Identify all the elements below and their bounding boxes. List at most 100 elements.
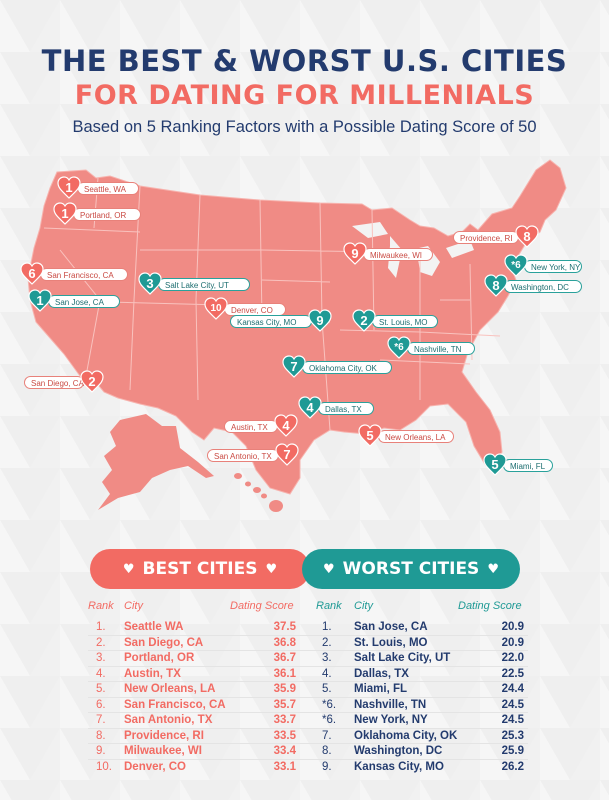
- heart-pin-teal-icon: [298, 396, 322, 419]
- map-pin-rank: 2: [88, 373, 96, 389]
- best-col-score: Dating Score: [230, 600, 294, 612]
- best-rank: 4.: [96, 667, 106, 680]
- heart-pin-teal-icon: [387, 336, 411, 359]
- map-pin-rank: 4: [282, 417, 290, 433]
- row-divider: [88, 681, 528, 682]
- map-pin-rank: 1: [36, 292, 44, 308]
- map-pin-rank: 6: [28, 265, 36, 281]
- best-city: Austin, TX: [124, 667, 181, 680]
- best-rank: 8.: [96, 729, 106, 742]
- worst-rank: 3.: [322, 652, 332, 664]
- map-pin-rank: 8: [523, 228, 531, 244]
- worst-score: 20.9: [501, 636, 524, 649]
- worst-rank: *6.: [322, 698, 337, 711]
- worst-city: Kansas City, MO: [354, 760, 444, 773]
- heart-pin-icon: [275, 443, 299, 466]
- best-col-rank: Rank: [88, 600, 114, 612]
- heart-icon: ♥: [265, 561, 278, 577]
- worst-city: Nashville, TN: [354, 698, 427, 711]
- worst-cities-header: ♥ WORST CITIES ♥: [302, 549, 520, 589]
- best-score: 35.9: [273, 683, 296, 695]
- row-divider: [88, 712, 528, 713]
- worst-score: 24.5: [501, 698, 524, 711]
- state-borders: [29, 177, 501, 431]
- worst-score: 20.9: [501, 621, 524, 633]
- map-pin: 8: [484, 274, 508, 298]
- best-city: Seattle WA: [124, 621, 184, 633]
- map-pin: 2: [80, 370, 104, 394]
- row-divider: [88, 758, 528, 760]
- map-city-label: Seattle, WA: [77, 182, 139, 195]
- map-city-label: St. Louis, MO: [372, 315, 438, 328]
- best-rank: 2.: [96, 636, 106, 649]
- map-pin-rank: 8: [492, 277, 500, 293]
- heart-pin-icon: [20, 262, 44, 285]
- map-city-label: Salt Lake City, UT: [158, 278, 250, 291]
- worst-city: Miami, FL: [354, 683, 408, 695]
- map-pin-rank: 4: [306, 399, 314, 415]
- best-city: Providence, RI: [124, 729, 204, 742]
- map-pin: 1: [28, 289, 52, 313]
- best-city: San Diego, CA: [124, 636, 204, 649]
- title-line-1: THE BEST & WORST U.S. CITIES: [41, 44, 568, 78]
- map-pin: 7: [275, 443, 299, 467]
- map-city-label: San Jose, CA: [48, 295, 120, 308]
- worst-score: 25.9: [501, 745, 524, 757]
- map-pin-rank: 9: [351, 245, 359, 261]
- row-divider: [88, 634, 528, 636]
- map-city-label: Oklahoma City, OK: [302, 361, 392, 374]
- worst-score: 22.5: [501, 667, 524, 680]
- worst-rank: 8.: [322, 745, 332, 757]
- map-pin: 10: [204, 297, 228, 321]
- heart-pin-icon: [204, 297, 228, 320]
- map-pin: 4: [274, 414, 298, 438]
- map-pin: 5: [358, 424, 382, 448]
- heart-pin-teal-icon: [308, 309, 332, 332]
- heart-icon: ♥: [323, 561, 335, 577]
- map-city-label: Kansas City, MO: [230, 315, 312, 328]
- map-pin: 7: [282, 355, 306, 379]
- heart-pin-icon: [53, 202, 77, 225]
- best-score: 33.4: [273, 745, 296, 757]
- best-score: 33.1: [273, 760, 296, 773]
- heart-pin-teal-icon: [352, 309, 376, 332]
- best-rank: 1.: [96, 621, 106, 633]
- heart-pin-teal-icon: [484, 274, 508, 297]
- map-pin-rank: *6: [394, 341, 404, 353]
- map-pin: 2: [352, 309, 376, 333]
- worst-city: Salt Lake City, UT: [354, 652, 451, 664]
- best-rank: 6.: [96, 698, 106, 711]
- map-city-label: Milwaukee, WI: [363, 248, 433, 261]
- title-line-2: FOR DATING FOR MILLENIALS: [74, 80, 535, 111]
- map-pin-rank: 7: [290, 358, 298, 374]
- row-divider: [88, 743, 528, 744]
- map-city-label: San Francisco, CA: [40, 268, 128, 281]
- map-pin: 6: [20, 262, 44, 286]
- map-pin-rank: 7: [283, 446, 291, 462]
- worst-city: St. Louis, MO: [354, 636, 428, 649]
- heart-icon: ♥: [487, 561, 499, 577]
- worst-city: San Jose, CA: [354, 621, 428, 633]
- worst-col-rank: Rank: [316, 600, 342, 612]
- worst-rank: 7.: [322, 729, 332, 742]
- map-city-label: New York, NY: [524, 260, 582, 273]
- worst-score: 26.2: [501, 760, 524, 773]
- best-cities-header: ♥ BEST CITIES ♥: [90, 549, 310, 589]
- heart-pin-icon: [358, 424, 382, 447]
- worst-city: Washington, DC: [354, 745, 443, 757]
- row-divider: [88, 727, 528, 729]
- map-city-label: Providence, RI: [453, 231, 519, 244]
- heart-pin-icon: [274, 414, 298, 437]
- heart-pin-icon: [80, 370, 104, 393]
- row-divider: [88, 665, 528, 667]
- heart-pin-icon: [57, 176, 81, 199]
- worst-score: 25.3: [501, 729, 524, 742]
- map-pin-rank: 5: [366, 427, 374, 443]
- subtitle: Based on 5 Ranking Factors with a Possib…: [72, 118, 537, 136]
- heart-pin-teal-icon: [28, 289, 52, 312]
- best-city: Milwaukee, WI: [124, 745, 202, 757]
- map-city-label: Washington, DC: [504, 280, 582, 293]
- map-pin-rank: 1: [65, 179, 73, 195]
- heart-pin-teal-icon: [504, 254, 528, 277]
- best-rank: 5.: [96, 683, 106, 695]
